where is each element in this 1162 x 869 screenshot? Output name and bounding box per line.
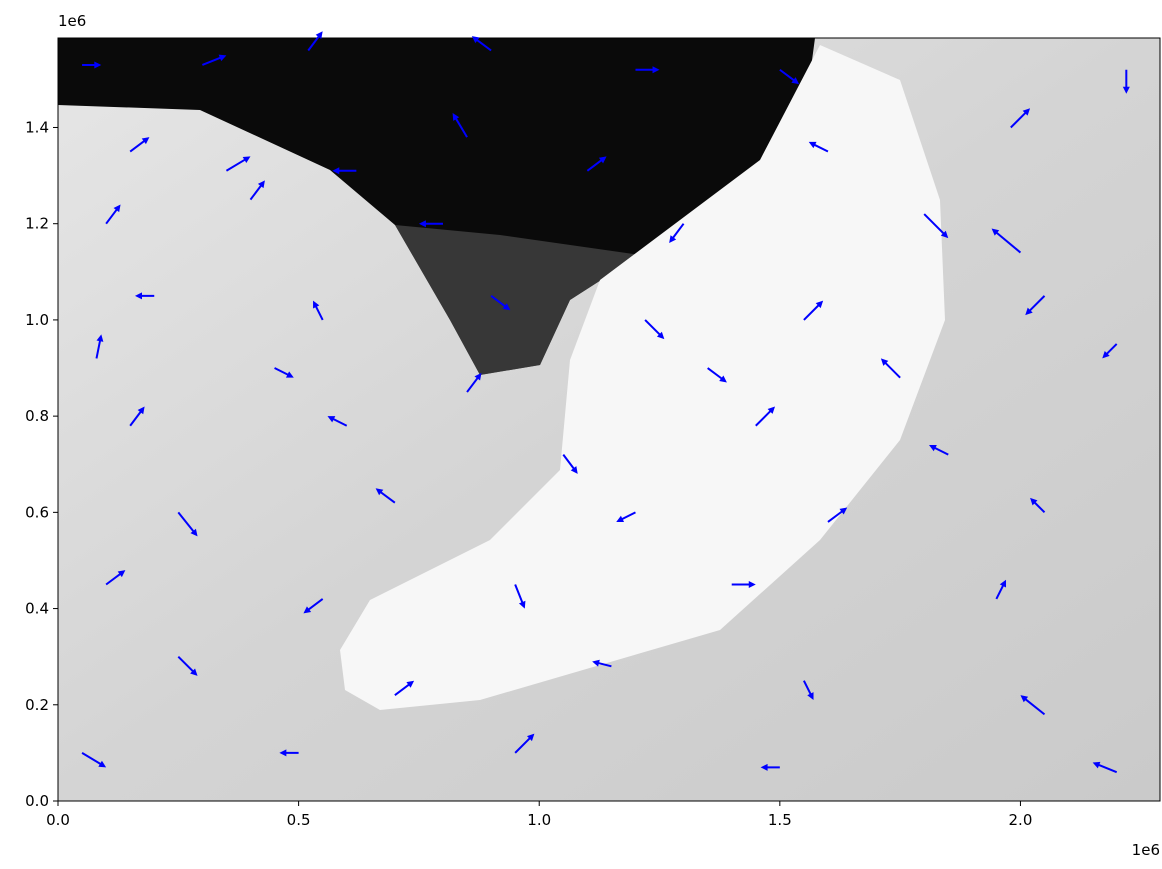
y-tick-label: 1.2 <box>25 215 49 233</box>
x-tick-label: 2.0 <box>1009 811 1033 829</box>
y-tick-label: 1.4 <box>25 118 49 136</box>
x-offset-label: 1e6 <box>1132 841 1160 859</box>
background-image <box>58 38 1160 801</box>
y-tick-label: 1.0 <box>25 311 49 329</box>
chart: 1e6 1e6 0.0 0.5 1.0 1.5 2.0 0.0 0.2 0.4 0.6 0.8 1.… <box>0 0 1162 865</box>
y-tick-label: 0.6 <box>25 503 49 521</box>
y-tick-label: 0.0 <box>25 792 49 810</box>
x-tick-label: 0.0 <box>46 811 70 829</box>
y-tick-label: 0.4 <box>25 600 49 618</box>
y-tick-label: 0.8 <box>25 407 49 425</box>
x-tick-label: 1.0 <box>527 811 551 829</box>
y-tick-label: 0.2 <box>25 696 49 714</box>
x-tick-label: 1.5 <box>768 811 792 829</box>
y-offset-label: 1e6 <box>58 12 86 30</box>
x-tick-label: 0.5 <box>287 811 311 829</box>
